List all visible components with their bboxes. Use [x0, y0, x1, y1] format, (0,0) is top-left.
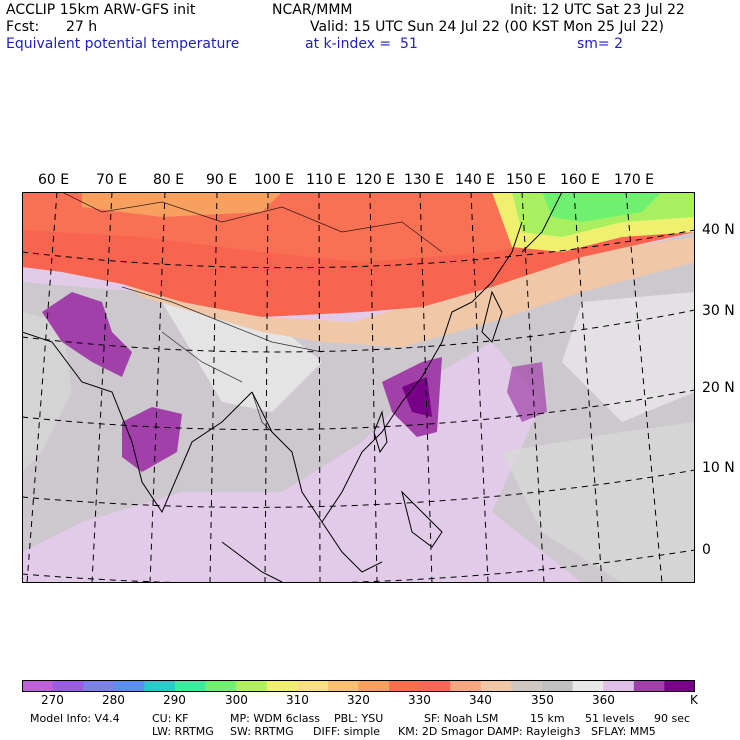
colorbar: [22, 680, 695, 692]
forecast-hour: 27 h: [66, 19, 98, 35]
model-version: Model Info: V4.4: [30, 712, 120, 725]
smoothing: sm= 2: [577, 36, 624, 52]
field-name: Equivalent potential temperature: [6, 36, 240, 52]
lat-label-20n: 20 N: [702, 380, 735, 396]
surface-layer: SFLAY: MM5: [591, 725, 656, 738]
colorbar-swatch: [542, 680, 574, 692]
model-title: ACCLIP 15km ARW-GFS init: [6, 2, 196, 18]
org-label: NCAR/MMM: [272, 2, 353, 18]
lon-label-150e: 150 E: [506, 172, 547, 188]
colorbar-label-270: 270: [41, 693, 64, 707]
init-time: Init: 12 UTC Sat 23 Jul 22: [510, 2, 685, 18]
orange-patch: [82, 192, 282, 217]
damping: DAMP: Rayleigh3: [487, 725, 581, 738]
level-index: at k-index = 51: [305, 36, 418, 52]
lon-label-130e: 130 E: [404, 172, 445, 188]
lon-label-160e: 160 E: [560, 172, 601, 188]
colorbar-swatch: [664, 680, 695, 692]
pbl-scheme: PBL: YSU: [334, 712, 384, 725]
lon-label-110e: 110 E: [306, 172, 347, 188]
levels: 51 levels: [585, 712, 635, 725]
diffusion: DIFF: simple: [313, 725, 381, 738]
cumulus-scheme: CU: KF: [152, 712, 189, 725]
colorbar-label-330: 330: [408, 693, 431, 707]
colorbar-label-320: 320: [347, 693, 370, 707]
purple-pacific: [507, 362, 547, 422]
colorbar-swatch: [633, 680, 665, 692]
colorbar-swatch: [450, 680, 482, 692]
lat-label-0: 0: [702, 542, 711, 558]
pacific-white: [562, 292, 695, 422]
microphysics: MP: WDM 6class: [230, 712, 320, 725]
colorbar-swatch: [236, 680, 268, 692]
colorbar-swatch: [389, 680, 421, 692]
colorbar-swatch: [22, 680, 54, 692]
colorbar-label-280: 280: [102, 693, 125, 707]
shortwave-scheme: SW: RRTMG: [230, 725, 294, 738]
lon-label-170e: 170 E: [614, 172, 655, 188]
valid-time: Valid: 15 UTC Sun 24 Jul 22 (00 KST Mon …: [310, 19, 664, 35]
lon-label-90e: 90 E: [206, 172, 238, 188]
colorbar-swatch: [297, 680, 329, 692]
colorbar-swatch: [511, 680, 543, 692]
lat-label-40n: 40 N: [702, 222, 735, 238]
longwave-scheme: LW: RRTMG: [152, 725, 214, 738]
purple-deep-core: [402, 377, 432, 417]
colorbar-label-340: 340: [469, 693, 492, 707]
grey-region-pacific: [502, 422, 695, 583]
colorbar-label-290: 290: [163, 693, 186, 707]
km-option: KM: 2D Smagor: [398, 725, 484, 738]
colorbar-label-310: 310: [286, 693, 309, 707]
colorbar-swatch: [480, 680, 512, 692]
colorbar-label-300: 300: [225, 693, 248, 707]
purple-core-india: [122, 407, 182, 472]
colorbar-label-350: 350: [531, 693, 554, 707]
colorbar-swatch: [572, 680, 604, 692]
resolution: 15 km: [530, 712, 565, 725]
timestep: 90 sec: [654, 712, 691, 725]
surface-scheme: SF: Noah LSM: [424, 712, 499, 725]
map-frame: [22, 192, 695, 583]
colorbar-swatch: [358, 680, 390, 692]
colorbar-unit: K: [690, 693, 698, 707]
colorbar-frame: [22, 680, 695, 692]
lon-label-70e: 70 E: [96, 172, 128, 188]
colorbar-swatch: [419, 680, 451, 692]
lat-label-30n: 30 N: [702, 303, 735, 319]
colorbar-swatch: [327, 680, 359, 692]
coastlines: [22, 192, 563, 583]
colorbar-label-360: 360: [592, 693, 615, 707]
lon-label-140e: 140 E: [455, 172, 496, 188]
green-core: [542, 192, 662, 222]
colorbar-swatch: [205, 680, 237, 692]
lon-label-120e: 120 E: [355, 172, 396, 188]
forecast-label: Fcst:: [6, 19, 40, 35]
purple-core-pakistan: [42, 292, 132, 377]
colorbar-swatch: [113, 680, 145, 692]
colorbar-swatch: [52, 680, 84, 692]
colorbar-swatch: [266, 680, 298, 692]
colorbar-swatch: [603, 680, 635, 692]
lon-label-60e: 60 E: [38, 172, 70, 188]
colorbar-swatch: [144, 680, 176, 692]
country-borders: [61, 192, 443, 443]
lon-label-80e: 80 E: [153, 172, 185, 188]
theta-e-map: [22, 192, 695, 583]
colorbar-swatch: [174, 680, 207, 692]
lat-label-10n: 10 N: [702, 460, 735, 476]
lon-label-100e: 100 E: [254, 172, 295, 188]
colorbar-swatch: [83, 680, 115, 692]
